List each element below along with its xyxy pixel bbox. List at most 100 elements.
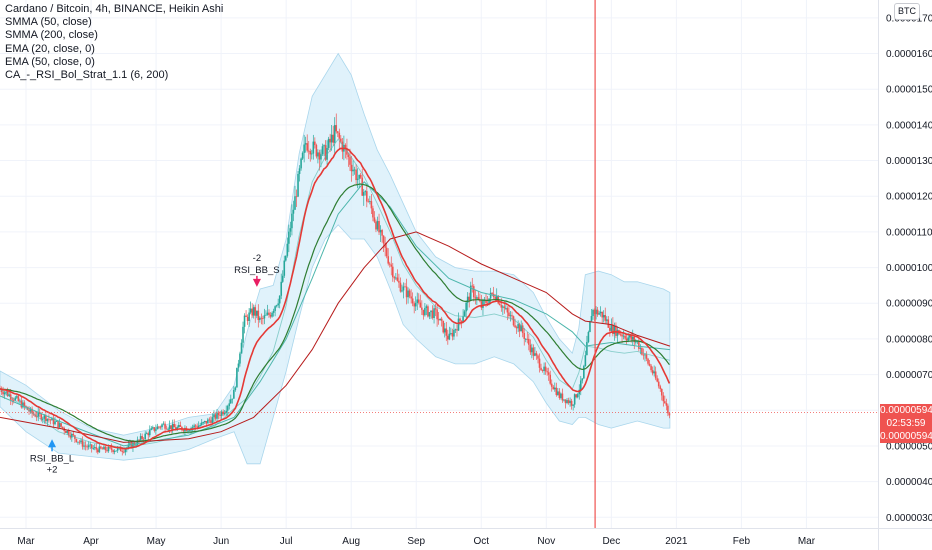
candle-up [425,306,428,309]
candle-up [330,134,333,143]
candle-up [476,297,478,299]
close-price-label: 0.00000594 [880,430,932,443]
candle-up [37,411,40,417]
candle-down [547,372,550,375]
candle-down [170,425,172,430]
candle-down [662,395,665,402]
candle-down [668,413,671,416]
time-axis: Mar Apr May Jun Jul Aug Sep Oct Nov Dec 2021 Feb Mar [0,528,932,547]
candle-down [75,438,78,442]
candle-down [90,444,93,449]
candle-down [344,144,347,149]
candle-down [529,344,532,353]
candle-down [638,341,640,349]
candle-up [58,423,61,428]
candle-down [268,312,270,315]
candle-up [505,308,507,309]
candle-down [373,217,376,222]
candle-up [115,450,117,452]
legend-ema20[interactable]: EMA (20, close, 0) [5,42,95,55]
candle-down [385,247,388,257]
legend-smma50[interactable]: SMMA (50, close) [5,16,92,29]
candle-up [430,310,432,313]
candle-down [528,338,530,345]
x-tick-label: Jul [280,536,293,547]
candle-down [656,378,658,382]
candle-down [641,348,643,355]
candle-down [514,325,516,328]
candle-down [110,447,113,451]
candle-down [306,143,309,151]
short-signal-arrow [252,278,261,287]
x-tick-label: Apr [83,536,99,547]
candle-down [442,320,445,333]
candle-down [447,335,449,340]
candle-down [95,447,98,450]
candle-down [564,399,567,404]
candle-down [45,415,47,422]
candle-up [323,145,325,147]
candle-down [20,400,23,408]
candle-up [439,318,441,321]
candle-down [48,418,50,420]
candle-up [200,422,203,425]
candle-up [16,396,18,398]
candle-up [569,400,571,404]
candle-down [335,125,338,132]
candle-down [142,438,145,440]
candle-down [390,264,393,267]
legend-strategy[interactable]: CA_-_RSI_Bol_Strat_1.1 (6, 200) [5,69,169,82]
candle-up [92,447,95,449]
candle-down [6,391,9,397]
candle-up [288,231,290,244]
candle-up [465,302,467,312]
candle-up [211,417,214,423]
candle-up [233,389,235,399]
candle-down [471,285,474,287]
x-tick-label: Jun [213,536,229,547]
candle-up [51,418,53,421]
candle-down [624,335,626,339]
candle-down [540,367,542,371]
candle-up [29,408,32,412]
candle-down [555,387,558,395]
candle-down [410,296,412,299]
candle-up [259,317,261,321]
candle-up [80,440,82,443]
candle-down [404,286,406,288]
candle-up [249,308,252,313]
candle-up [124,449,127,453]
candle-up [579,380,582,390]
candle-down [179,425,182,427]
candle-up [98,446,101,453]
candle-up [352,169,354,172]
candle-down [445,328,448,336]
currency-badge[interactable]: BTC [894,3,920,20]
candle-up [231,398,234,400]
candle-down [474,297,477,299]
candle-down [329,138,331,143]
legend-smma200[interactable]: SMMA (200, close) [5,29,98,42]
candle-up [362,192,365,196]
candle-down [405,286,408,298]
candle-down [307,150,310,152]
candle-up [193,425,195,428]
candle-down [196,426,198,428]
candle-up [401,290,403,292]
candle-down [314,141,316,146]
candle-up [407,290,409,298]
candle-up [187,430,189,432]
candle-down [141,436,143,439]
candle-down [64,431,67,433]
candle-down [109,447,111,448]
legend-ema50[interactable]: EMA (50, close, 0) [5,55,95,68]
candle-down [526,338,529,340]
candle-down [384,243,386,248]
candle-down [214,414,217,419]
